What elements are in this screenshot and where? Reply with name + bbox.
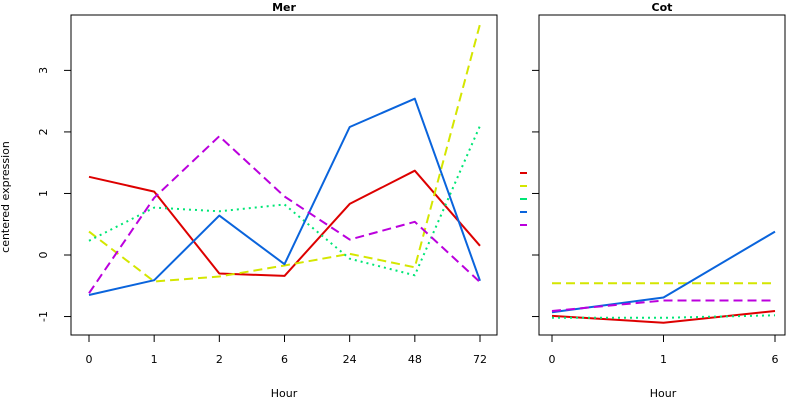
series-line-mer-1 (88, 23, 481, 283)
legend (520, 172, 527, 226)
series-group-mer (88, 23, 481, 296)
chart-title-mer: Mer (272, 1, 296, 14)
series-line-mer-4 (88, 135, 481, 294)
x-tick-label-mer-0: 0 (86, 353, 93, 366)
chart-title-cot: Cot (652, 1, 673, 14)
y-tick-label-mer-0: -1 (37, 311, 50, 322)
series-line-mer-2 (88, 125, 481, 277)
x-axis-label-cot: Hour (650, 387, 677, 400)
series-line-cot-3 (551, 230, 776, 314)
axes-cot: 0 1 6 (532, 69, 779, 366)
x-tick-label-mer-1: 1 (151, 353, 158, 366)
plot-frame-cot (538, 14, 786, 336)
x-tick-label-mer-4: 24 (343, 353, 357, 366)
panel-cot: Cot Hour 0 1 6 (532, 1, 786, 400)
y-tick-label-mer-1: 0 (37, 252, 50, 259)
x-tick-label-mer-3: 6 (281, 353, 288, 366)
y-tick-label-mer-3: 2 (37, 128, 50, 135)
x-tick-label-cot-0: 0 (549, 353, 556, 366)
series-line-mer-0 (88, 169, 481, 277)
series-group-cot (551, 230, 776, 324)
y-axis-label: centered expression (0, 141, 12, 253)
axes-mer: 0 1 2 6 24 48 72 -1 0 1 2 3 (37, 67, 487, 366)
series-line-cot-4 (551, 299, 775, 312)
x-axis-label-mer: Hour (271, 387, 298, 400)
y-tick-label-mer-4: 3 (37, 67, 50, 74)
x-tick-label-cot-1: 1 (660, 353, 667, 366)
panel-mer: Mer Hour centered expression 0 1 2 6 24 48 72 -… (0, 1, 498, 400)
x-tick-label-mer-2: 2 (216, 353, 223, 366)
series-line-mer-3 (88, 97, 481, 296)
x-tick-label-mer-5: 48 (408, 353, 422, 366)
x-tick-label-mer-6: 72 (473, 353, 487, 366)
series-line-cot-2 (552, 314, 776, 319)
x-tick-label-cot-2: 6 (772, 353, 779, 366)
y-tick-label-mer-2: 1 (37, 190, 50, 197)
